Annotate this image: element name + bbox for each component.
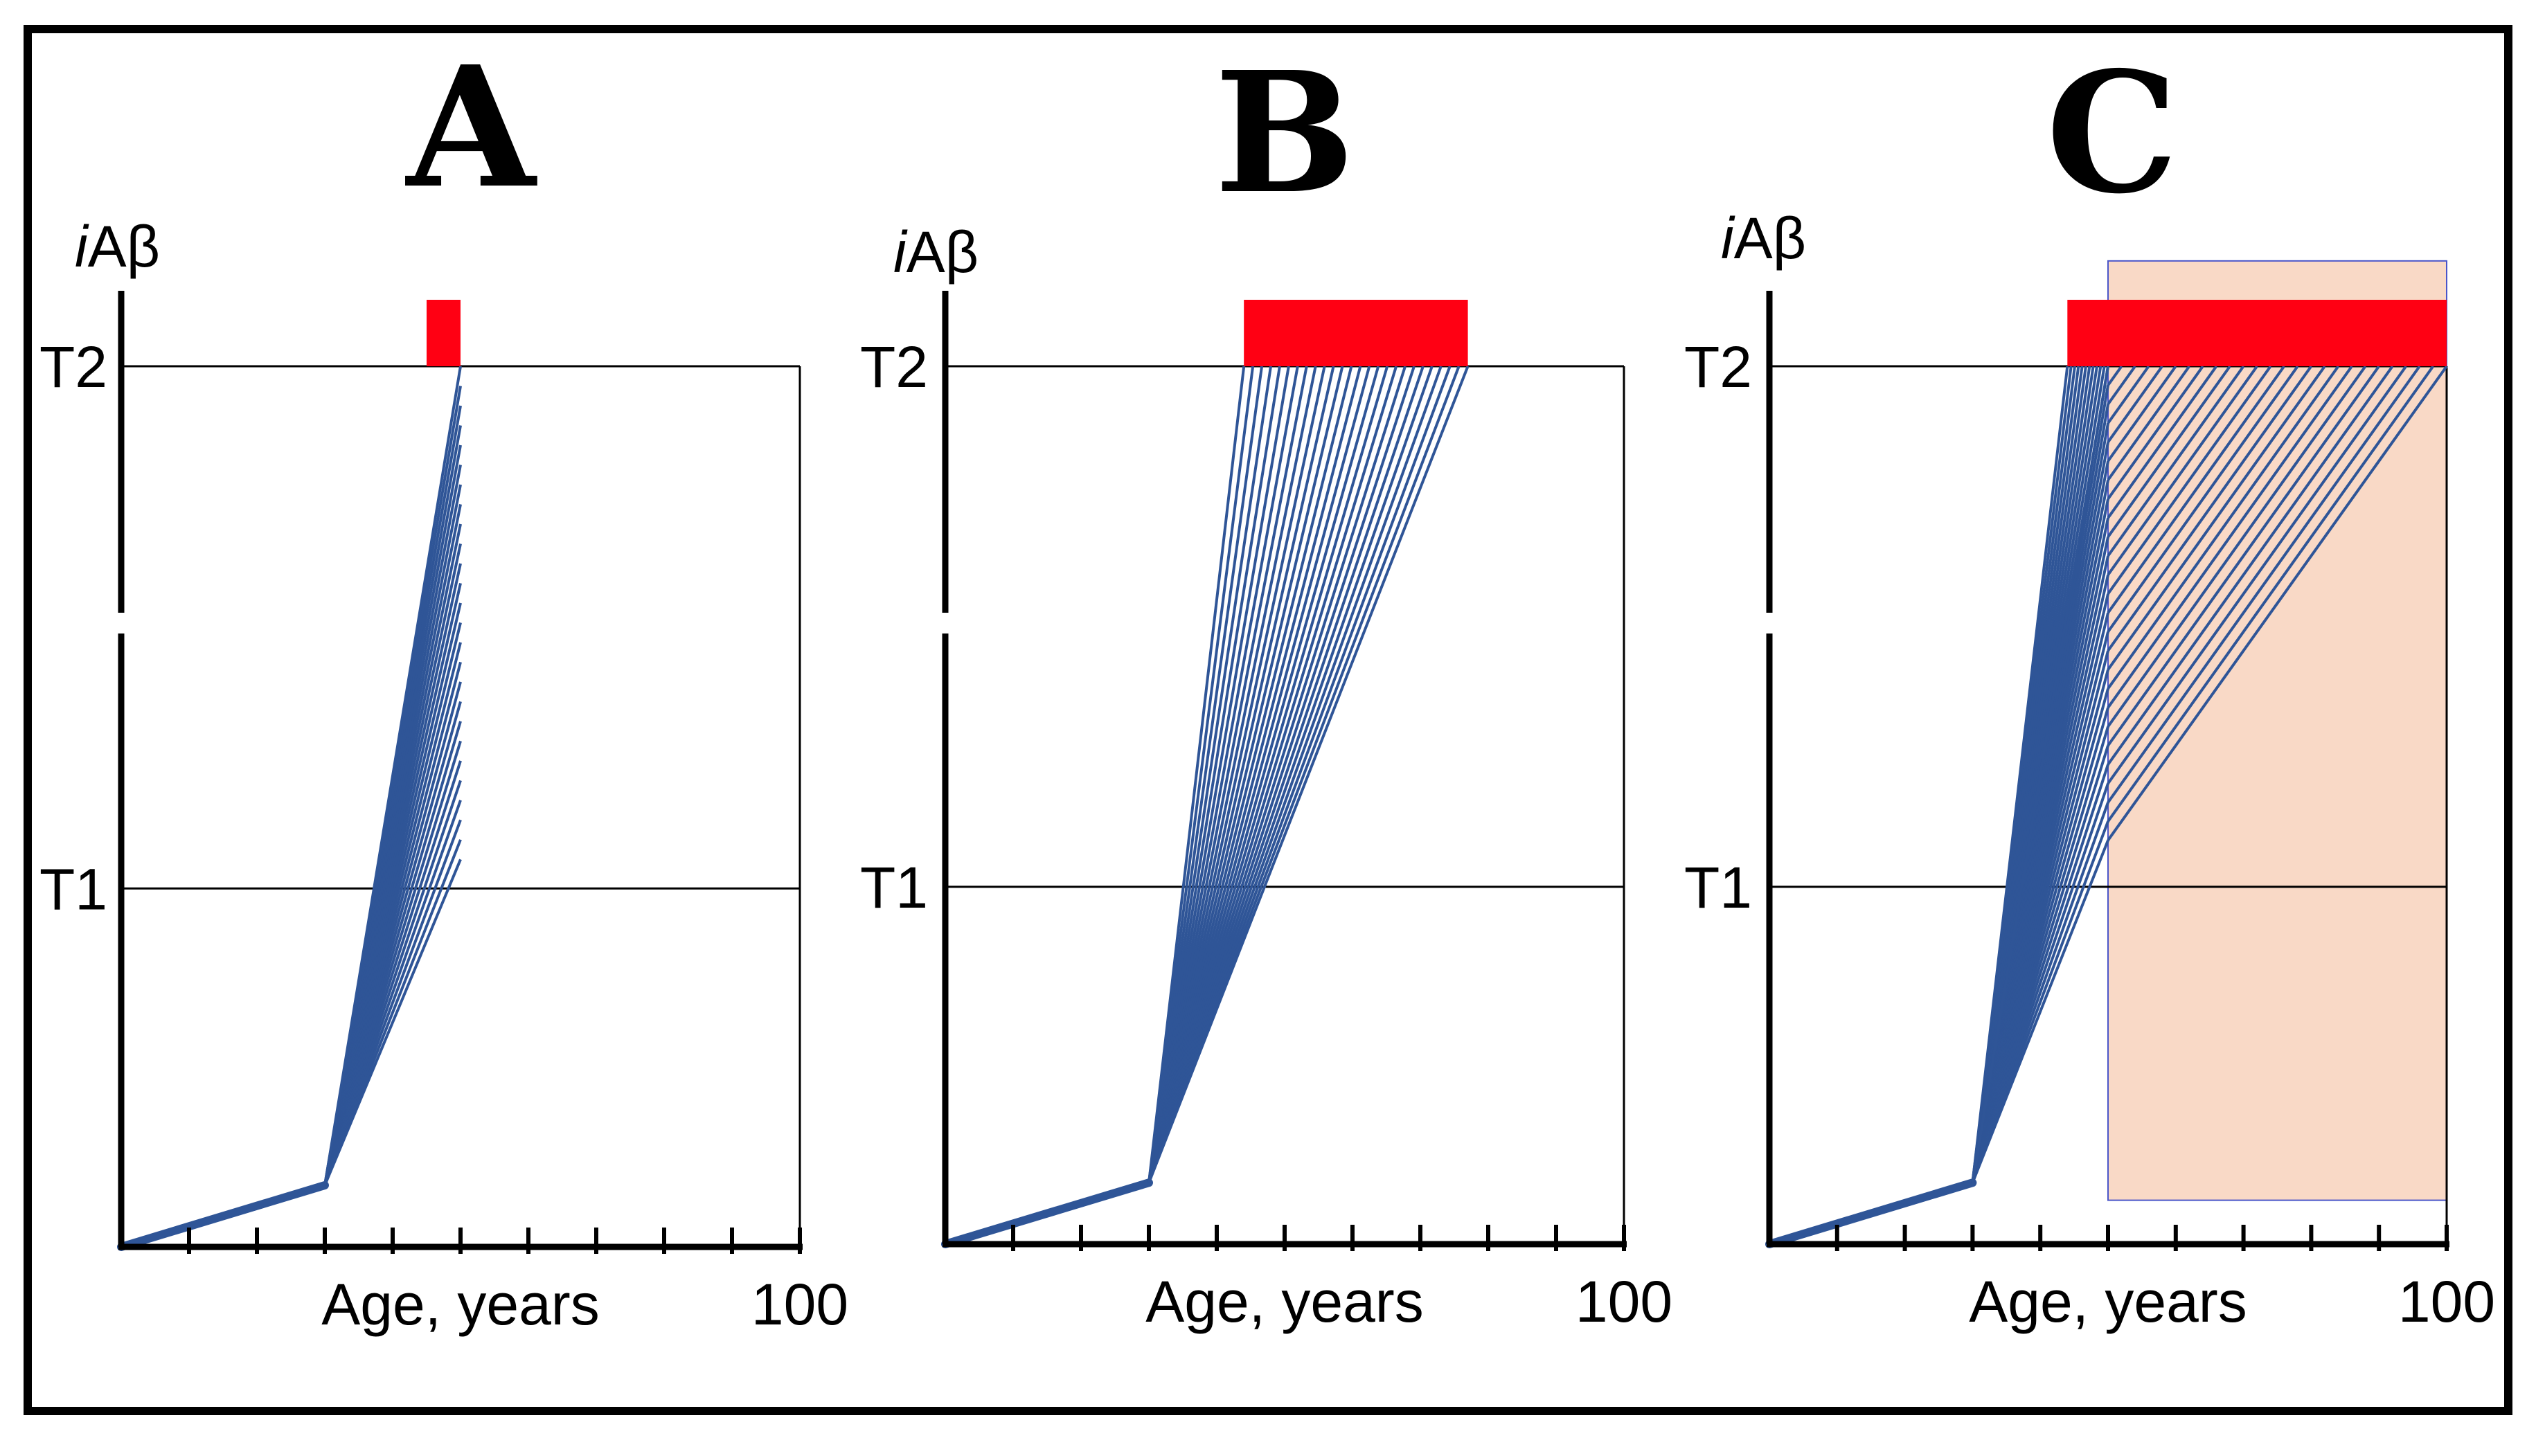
hatched-trajectory bbox=[2107, 365, 2435, 823]
threshold-label-t2: T2 bbox=[860, 334, 928, 399]
hatched-trajectory bbox=[2107, 365, 2380, 746]
trajectory-line bbox=[1148, 366, 1264, 1183]
hatched-trajectory bbox=[2107, 365, 2123, 386]
trajectory-line bbox=[1148, 366, 1326, 1183]
trajectory-line bbox=[1148, 366, 1425, 1183]
trajectory-line bbox=[1148, 366, 1461, 1183]
hatched-trajectory bbox=[2107, 365, 2190, 481]
trajectory-line bbox=[1971, 366, 2109, 1183]
x-max-label: 100 bbox=[751, 1272, 848, 1337]
trajectory-line bbox=[1148, 366, 1380, 1183]
x-max-label: 100 bbox=[2398, 1269, 2495, 1334]
trajectory-line bbox=[1148, 366, 1389, 1183]
hatched-trajectory bbox=[2107, 365, 2163, 443]
trajectory-line bbox=[1148, 366, 1299, 1183]
trajectory-line bbox=[1148, 366, 1308, 1183]
panel-letter: A bbox=[405, 30, 537, 225]
red-bar bbox=[427, 300, 461, 366]
x-axis-label: Age, years bbox=[1969, 1269, 2247, 1334]
hatched-trajectory bbox=[2107, 365, 2258, 576]
panel-letter: B bbox=[1215, 35, 1355, 231]
threshold-label-t1: T1 bbox=[1684, 855, 1752, 920]
trajectory-line bbox=[323, 366, 462, 1186]
hatched-trajectory bbox=[2107, 365, 2218, 519]
threshold-label-t1: T1 bbox=[39, 856, 107, 922]
trajectory-line bbox=[1148, 366, 1362, 1183]
trajectory-line bbox=[1148, 366, 1398, 1183]
hatched-trajectory bbox=[2107, 365, 2313, 651]
y-axis-label: iAβ bbox=[75, 214, 160, 279]
trajectory-line bbox=[1148, 366, 1281, 1183]
trajectory-line bbox=[1148, 366, 1443, 1183]
hatched-trajectory bbox=[2107, 365, 2272, 595]
trajectory-line bbox=[1148, 366, 1255, 1183]
panel-letter: C bbox=[2046, 35, 2178, 231]
hatched-trajectory bbox=[2107, 365, 2285, 614]
hatched-trajectory bbox=[2107, 365, 2394, 766]
hatched-trajectory bbox=[2107, 365, 2245, 557]
x-max-label: 100 bbox=[1575, 1269, 1672, 1334]
hatched-trajectory bbox=[2107, 365, 2150, 424]
y-axis-label: iAβ bbox=[1721, 206, 1806, 271]
hatched-trajectory bbox=[2107, 365, 2407, 784]
hatched-trajectory bbox=[2107, 365, 2367, 728]
shaded-region bbox=[2107, 260, 2447, 1201]
trajectory-line bbox=[1148, 366, 1416, 1183]
hatched-trajectory bbox=[2107, 365, 2340, 690]
hatched-trajectory bbox=[2107, 365, 2231, 538]
trajectory-line bbox=[1148, 366, 1407, 1183]
phase1-trajectory bbox=[117, 1180, 329, 1251]
x-axis-label: Age, years bbox=[321, 1272, 600, 1337]
trajectory-line bbox=[1148, 366, 1272, 1183]
phase1-trajectory bbox=[1765, 1178, 1977, 1248]
red-bar bbox=[2067, 300, 2447, 366]
trajectory-line bbox=[1148, 366, 1452, 1183]
trajectory-line bbox=[1148, 366, 1290, 1183]
hatched-trajectory bbox=[2107, 365, 2326, 671]
threshold-label-t1: T1 bbox=[860, 855, 928, 920]
trajectory-line bbox=[1148, 366, 1317, 1183]
red-bar bbox=[1244, 300, 1468, 366]
trajectory-line bbox=[1148, 366, 1344, 1183]
trajectory-line bbox=[1148, 366, 1335, 1183]
y-axis-label: iAβ bbox=[893, 219, 979, 285]
hatched-trajectory bbox=[2107, 365, 2177, 462]
trajectory-line bbox=[1148, 366, 1434, 1183]
phase1-trajectory bbox=[941, 1178, 1153, 1248]
x-axis-label: Age, years bbox=[1145, 1269, 1424, 1334]
trajectory-line bbox=[1148, 366, 1246, 1183]
hatched-trajectory bbox=[2107, 365, 2204, 500]
hatched-trajectory bbox=[2107, 365, 2353, 709]
hatched-trajectory bbox=[2107, 365, 2136, 405]
trajectory-line bbox=[1148, 366, 1353, 1183]
hatched-trajectory bbox=[2107, 365, 2421, 804]
hatched-trajectory bbox=[2107, 365, 2299, 633]
hatched-trajectory bbox=[2107, 365, 2448, 841]
trajectory-line bbox=[1148, 366, 1371, 1183]
threshold-label-t2: T2 bbox=[39, 334, 107, 399]
trajectory-line bbox=[1148, 366, 1470, 1183]
threshold-label-t2: T2 bbox=[1684, 334, 1752, 399]
